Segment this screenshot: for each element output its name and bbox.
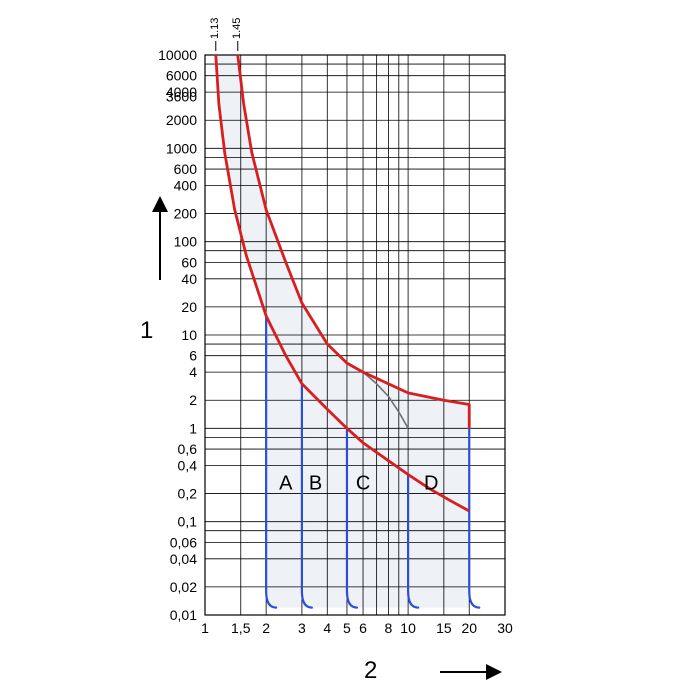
y-tick-label: 200 — [174, 206, 198, 222]
x-tick-label: 3 — [298, 620, 306, 636]
y-tick-label: 600 — [174, 161, 198, 177]
x-tick-label: 8 — [385, 620, 393, 636]
y-tick-label: 0,1 — [178, 514, 198, 530]
y-tick-label: 0,2 — [178, 486, 198, 502]
x-tick-label: 5 — [343, 620, 351, 636]
y-tick-label: 0,01 — [170, 607, 197, 623]
top-marker-label: 1.13 — [209, 18, 221, 39]
y-tick-label: 4 — [189, 364, 197, 380]
y-tick-label: 20 — [181, 299, 197, 315]
y-tick-label: 100 — [174, 234, 198, 250]
region-label-C: C — [356, 473, 370, 495]
y-tick-label: 6000 — [166, 68, 197, 84]
y-tick-label: 10000 — [158, 47, 197, 63]
x-tick-label: 2 — [262, 620, 270, 636]
x-tick-label: 30 — [497, 620, 513, 636]
y-tick-label: 0,4 — [178, 457, 198, 473]
y-tick-label: 0,6 — [178, 441, 198, 457]
x-axis-id: 2 — [364, 657, 377, 684]
region-label-D: D — [424, 473, 438, 495]
y-tick-label: 40 — [181, 271, 197, 287]
y-tick-label: 4000 — [166, 84, 197, 100]
x-tick-label: 6 — [359, 620, 367, 636]
y-tick-label: 400 — [174, 177, 198, 193]
y-tick-label: 0,04 — [170, 551, 197, 567]
x-tick-label: 1 — [201, 620, 209, 636]
region-label-B: B — [309, 473, 322, 495]
y-tick-label: 2000 — [166, 112, 197, 128]
y-tick-label: 1 — [189, 420, 197, 436]
x-tick-label: 20 — [461, 620, 477, 636]
y-tick-label: 0,02 — [170, 579, 197, 595]
y-tick-label: 10 — [181, 327, 197, 343]
x-tick-label: 15 — [436, 620, 452, 636]
top-marker-label: 1.45 — [231, 18, 243, 39]
x-tick-label: 1,5 — [231, 620, 251, 636]
y-tick-label: 6 — [189, 348, 197, 364]
x-tick-label: 10 — [400, 620, 416, 636]
x-tick-label: 4 — [323, 620, 331, 636]
y-tick-label: 1000 — [166, 140, 197, 156]
y-tick-label: 0,06 — [170, 534, 197, 550]
y-tick-label: 60 — [181, 254, 197, 270]
y-axis-id: 1 — [140, 317, 153, 344]
region-label-A: A — [279, 473, 293, 495]
y-tick-label: 2 — [189, 392, 197, 408]
